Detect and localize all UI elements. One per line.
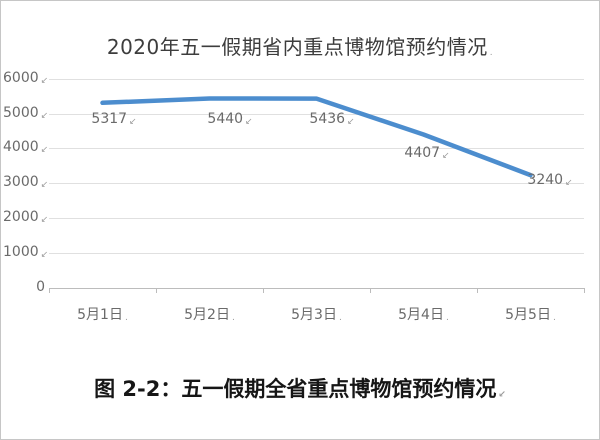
paragraph-mark: . (552, 313, 556, 323)
x-tick-label: 5月2日. (184, 307, 235, 323)
paragraph-mark: ↙ (40, 250, 49, 260)
paragraph-mark: ↙ (347, 117, 355, 127)
data-label: 5317 ↙ (91, 111, 137, 127)
paragraph-mark: . (231, 313, 235, 323)
data-label: 5436 ↙ (309, 111, 355, 127)
y-tick-label: 2000 ↙ (3, 209, 49, 225)
gridline-2000 (49, 218, 584, 219)
y-tick-label: 4000 ↙ (3, 139, 49, 155)
x-tick-label: 5月3日. (291, 307, 342, 323)
series-line (100, 96, 533, 178)
axis-tick (49, 288, 50, 293)
paragraph-mark: ↙ (498, 390, 506, 400)
gridline-5000 (49, 114, 584, 115)
figure-caption: 图 2-2：五一假期全省重点博物馆预约情况 ↙ (1, 373, 599, 403)
y-tick-label: 6000 ↙ (3, 70, 49, 86)
line-chart: 6000 ↙ 5000 ↙ 4000 ↙ 3000 ↙ 2000 ↙ 1000 ↙ 0 53… (1, 61, 599, 341)
axis-tick (263, 288, 264, 293)
gridline-6000 (49, 79, 584, 80)
y-tick-label: 0 (36, 279, 45, 295)
paragraph-mark: ↙ (40, 180, 49, 190)
gridline-3000 (49, 183, 584, 184)
x-tick-label: 5月1日. (77, 307, 128, 323)
paragraph-mark: . (124, 313, 128, 323)
y-tick-label: 1000 ↙ (3, 244, 49, 260)
gridline-1000 (49, 253, 584, 254)
axis-tick (477, 288, 478, 293)
y-tick-label: 5000 ↙ (3, 105, 49, 121)
x-axis-labels: 5月1日. 5月2日. 5月3日. 5月4日. 5月5日. (49, 304, 584, 324)
y-tick-label: 3000 ↙ (3, 174, 49, 190)
series-plot (100, 96, 533, 178)
data-label: 4407 ↙ (404, 145, 450, 161)
paragraph-mark: ↙ (245, 117, 253, 127)
paragraph-mark: . (489, 48, 494, 58)
paragraph-mark: ↙ (40, 215, 49, 225)
axis-tick (156, 288, 157, 293)
axis-tick (584, 288, 585, 293)
x-tick-label: 5月5日. (505, 307, 556, 323)
paragraph-mark: ↙ (442, 151, 450, 161)
paragraph-mark: ↙ (40, 111, 49, 121)
paragraph-mark: . (338, 313, 342, 323)
chart-title-text: 2020年五一假期省内重点博物馆预约情况 (106, 35, 488, 59)
data-label: 5440 ↙ (207, 111, 253, 127)
gridline-4000 (49, 148, 584, 149)
chart-title: 2020年五一假期省内重点博物馆预约情况. (1, 31, 599, 60)
paragraph-mark: . (445, 313, 449, 323)
x-axis-line (49, 288, 584, 289)
paragraph-mark: ↙ (40, 76, 49, 86)
data-label: 3240 ↙ (527, 172, 573, 188)
paragraph-mark: ↙ (565, 178, 573, 188)
x-tick-label: 5月4日. (398, 307, 449, 323)
axis-tick (370, 288, 371, 293)
figure-caption-text: 图 2-2：五一假期全省重点博物馆预约情况 (94, 377, 497, 401)
paragraph-mark: ↙ (129, 117, 137, 127)
paragraph-mark: ↙ (40, 145, 49, 155)
